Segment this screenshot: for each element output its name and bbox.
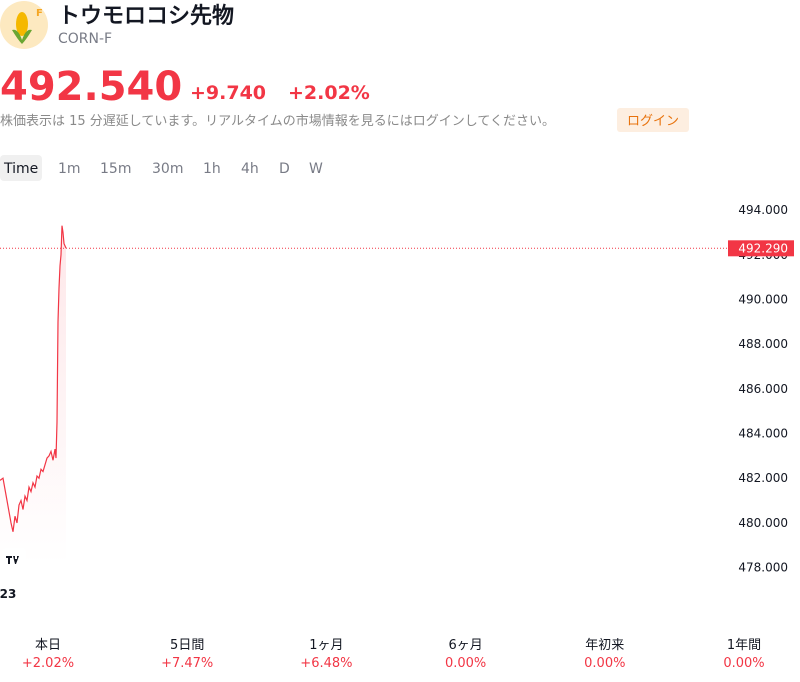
period-change[interactable]: 0.00% — [723, 656, 764, 671]
delay-note: 株価表示は 15 分遅延しています。リアルタイムの市場情報を見るにはログインして… — [0, 113, 555, 129]
performance-row: 本日 +2.02% 5日間 +7.47% 1ヶ月 +6.48% 6ヶ月 0.00% 年初来 0.0… — [22, 638, 765, 671]
interval-label[interactable]: W — [309, 161, 323, 177]
interval-label[interactable]: 1m — [58, 161, 81, 177]
performance-item[interactable]: 1年間 0.00% — [723, 638, 764, 671]
period-label[interactable]: 1ヶ月 — [309, 638, 343, 653]
price: 492.540 — [0, 64, 182, 110]
tab-highlight[interactable] — [0, 155, 42, 181]
y-tick-label: 486.000 — [738, 382, 788, 396]
performance-item[interactable]: 本日 +2.02% — [22, 638, 74, 671]
period-change[interactable]: +7.47% — [161, 656, 213, 671]
performance-item[interactable]: 年初来 0.00% — [584, 638, 625, 671]
icon-letter: F — [36, 8, 43, 19]
interval-label[interactable]: 30m — [152, 161, 183, 177]
y-tick-label: 482.000 — [738, 471, 788, 485]
y-tick-label: 490.000 — [738, 292, 788, 306]
area — [0, 225, 66, 565]
period-change[interactable]: 0.00% — [584, 656, 625, 671]
price-chart: 478.000 480.000 482.000 484.000 486.000 488.0… — [0, 203, 794, 601]
change-pct: +2.02% — [288, 82, 370, 104]
interval-tabs: Time 1m 15m 30m 1h 4h D W — [0, 155, 323, 181]
interval-tab[interactable]: 15m — [100, 161, 131, 177]
interval-label[interactable]: 15m — [100, 161, 131, 177]
interval-tab[interactable]: Time — [0, 155, 42, 181]
period-label[interactable]: 1年間 — [727, 638, 761, 653]
login-label[interactable]: ログイン — [627, 114, 679, 129]
y-tick-label: 484.000 — [738, 427, 788, 441]
performance-item[interactable]: 6ヶ月 0.00% — [445, 638, 486, 671]
tv-logo — [2, 548, 26, 572]
title: トウモロコシ先物 — [58, 3, 234, 29]
x-tick-label: 23 — [0, 587, 16, 601]
period-label[interactable]: 6ヶ月 — [448, 638, 482, 653]
performance-item[interactable]: 1ヶ月 +6.48% — [300, 638, 352, 671]
interval-label[interactable]: Time — [3, 161, 38, 177]
period-change[interactable]: +6.48% — [300, 656, 352, 671]
interval-label[interactable]: 4h — [241, 161, 259, 177]
interval-tab[interactable]: 30m — [152, 161, 183, 177]
period-label[interactable]: 年初来 — [585, 638, 624, 653]
period-change[interactable]: 0.00% — [445, 656, 486, 671]
interval-tab[interactable]: 4h — [241, 161, 259, 177]
y-tick-label: 480.000 — [738, 516, 788, 530]
interval-label[interactable]: 1h — [203, 161, 221, 177]
period-change[interactable]: +2.02% — [22, 656, 74, 671]
period-label[interactable]: 5日間 — [170, 638, 204, 653]
period-label[interactable]: 本日 — [35, 638, 61, 653]
change: +9.740 — [190, 82, 266, 104]
performance-item[interactable]: 5日間 +7.47% — [161, 638, 213, 671]
y-tick-label: 478.000 — [738, 561, 788, 575]
last-price-box — [728, 240, 794, 257]
interval-tab[interactable]: W — [309, 161, 323, 177]
interval-tab[interactable]: 1m — [58, 161, 81, 177]
interval-tab[interactable]: 1h — [203, 161, 221, 177]
y-tick-label: 488.000 — [738, 337, 788, 351]
interval-label[interactable]: D — [279, 161, 290, 177]
symbol: CORN-F — [58, 31, 112, 47]
last-price-label: 492.290 — [738, 241, 788, 255]
y-tick-label: 494.000 — [738, 203, 788, 217]
symbol-icon: F — [0, 1, 48, 49]
login-button[interactable]: ログイン — [617, 108, 689, 132]
interval-tab[interactable]: D — [279, 161, 290, 177]
price-line — [0, 225, 67, 532]
